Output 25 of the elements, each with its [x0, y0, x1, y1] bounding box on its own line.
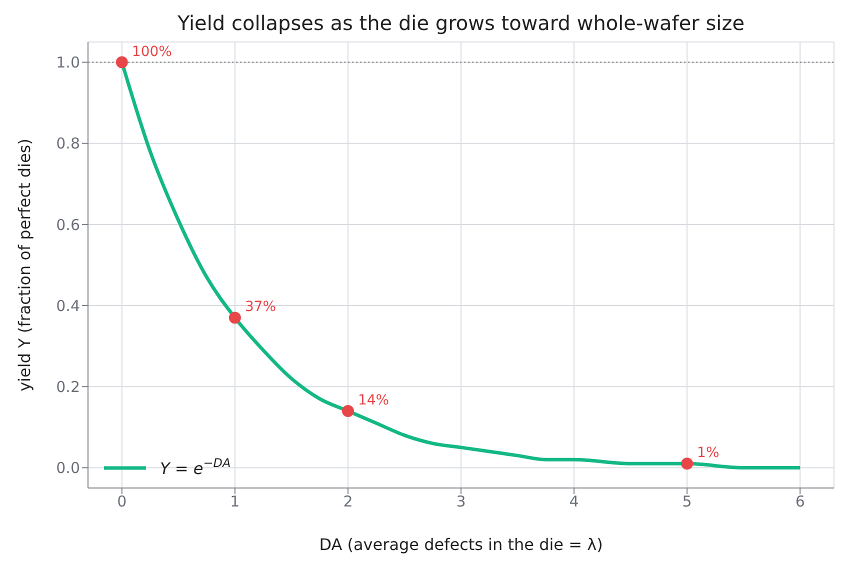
chart-title: Yield collapses as the die grows toward whole-wafer size [176, 10, 746, 37]
y-tick-label: 0.0 [56, 459, 80, 478]
y-tick-label: 0.4 [56, 296, 80, 315]
legend-label: Y = e$^{−DA}$ [160, 456, 231, 478]
data-label: 100% [132, 44, 172, 60]
y-tick-label: 0.8 [56, 134, 80, 153]
y-axis-title: yield Y (fraction of perfect dies) [15, 138, 34, 392]
y-tick-label: 1.0 [56, 54, 80, 72]
x-tick-label: 1 [230, 492, 240, 511]
y-tick-label: 0.2 [56, 378, 80, 396]
x-tick-label: 2 [343, 492, 353, 511]
x-tick-label: 4 [569, 492, 579, 511]
point [116, 56, 128, 68]
x-tick-label: 3 [456, 492, 466, 511]
data-label: 37% [244, 299, 276, 316]
point [681, 458, 694, 470]
y-tick-label: 0.6 [56, 216, 80, 234]
x-axis-title: DA (average defects in the die = λ) [319, 535, 603, 554]
x-tick-label: 0 [117, 492, 127, 511]
data-label: 14% [358, 392, 390, 408]
point [228, 312, 241, 324]
x-tick-label: 5 [682, 492, 692, 511]
data-label: 1% [697, 445, 720, 462]
x-tick-label: 6 [795, 492, 805, 511]
point [342, 404, 354, 417]
